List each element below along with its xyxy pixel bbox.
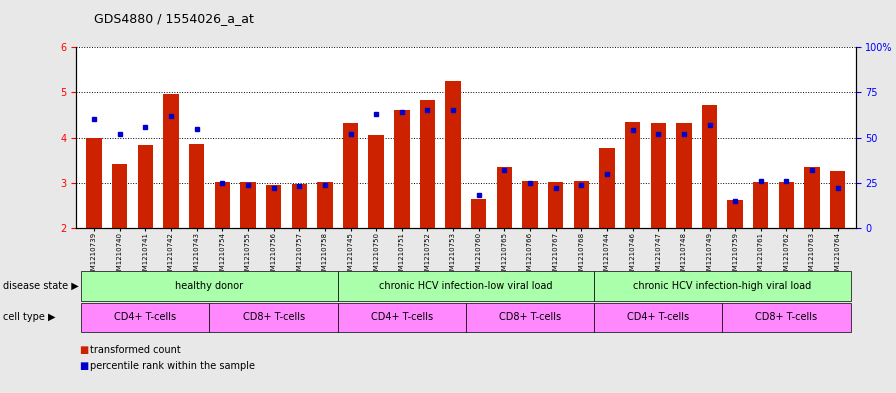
Bar	[471, 200, 487, 228]
Text: CD4+ T-cells: CD4+ T-cells	[371, 312, 433, 322]
Bar	[625, 122, 641, 228]
Text: CD4+ T-cells: CD4+ T-cells	[115, 312, 177, 322]
Bar	[676, 123, 692, 228]
Bar	[805, 167, 820, 228]
Bar	[86, 138, 102, 228]
Bar	[163, 94, 178, 228]
Bar	[830, 171, 846, 228]
Bar	[368, 135, 383, 228]
Text: GDS4880 / 1554026_a_at: GDS4880 / 1554026_a_at	[94, 12, 254, 25]
Bar	[445, 81, 461, 228]
Text: healthy donor: healthy donor	[176, 281, 244, 291]
Bar	[702, 105, 717, 228]
Bar	[650, 123, 666, 228]
Text: cell type ▶: cell type ▶	[3, 312, 56, 322]
Text: ■: ■	[79, 345, 88, 355]
Text: CD8+ T-cells: CD8+ T-cells	[755, 312, 817, 322]
Bar	[240, 182, 255, 228]
Bar	[343, 123, 358, 228]
Text: CD4+ T-cells: CD4+ T-cells	[627, 312, 689, 322]
Text: percentile rank within the sample: percentile rank within the sample	[90, 361, 254, 371]
Bar	[419, 101, 435, 228]
Bar	[317, 182, 332, 228]
Bar	[138, 145, 153, 228]
Text: transformed count: transformed count	[90, 345, 180, 355]
Bar	[189, 144, 204, 228]
Bar	[779, 182, 794, 228]
Bar	[599, 149, 615, 228]
Text: chronic HCV infection-high viral load: chronic HCV infection-high viral load	[633, 281, 812, 291]
Bar	[215, 182, 230, 228]
Bar	[548, 182, 564, 228]
Text: CD8+ T-cells: CD8+ T-cells	[499, 312, 561, 322]
Bar	[112, 164, 127, 228]
Text: chronic HCV infection-low viral load: chronic HCV infection-low viral load	[379, 281, 553, 291]
Text: ■: ■	[79, 361, 88, 371]
Bar	[291, 184, 307, 228]
Bar	[266, 185, 281, 228]
Text: CD8+ T-cells: CD8+ T-cells	[243, 312, 305, 322]
Text: disease state ▶: disease state ▶	[3, 281, 79, 291]
Bar	[496, 167, 513, 228]
Bar	[394, 110, 409, 228]
Bar	[728, 200, 743, 228]
Bar	[522, 182, 538, 228]
Bar	[573, 181, 589, 228]
Bar	[754, 182, 769, 228]
